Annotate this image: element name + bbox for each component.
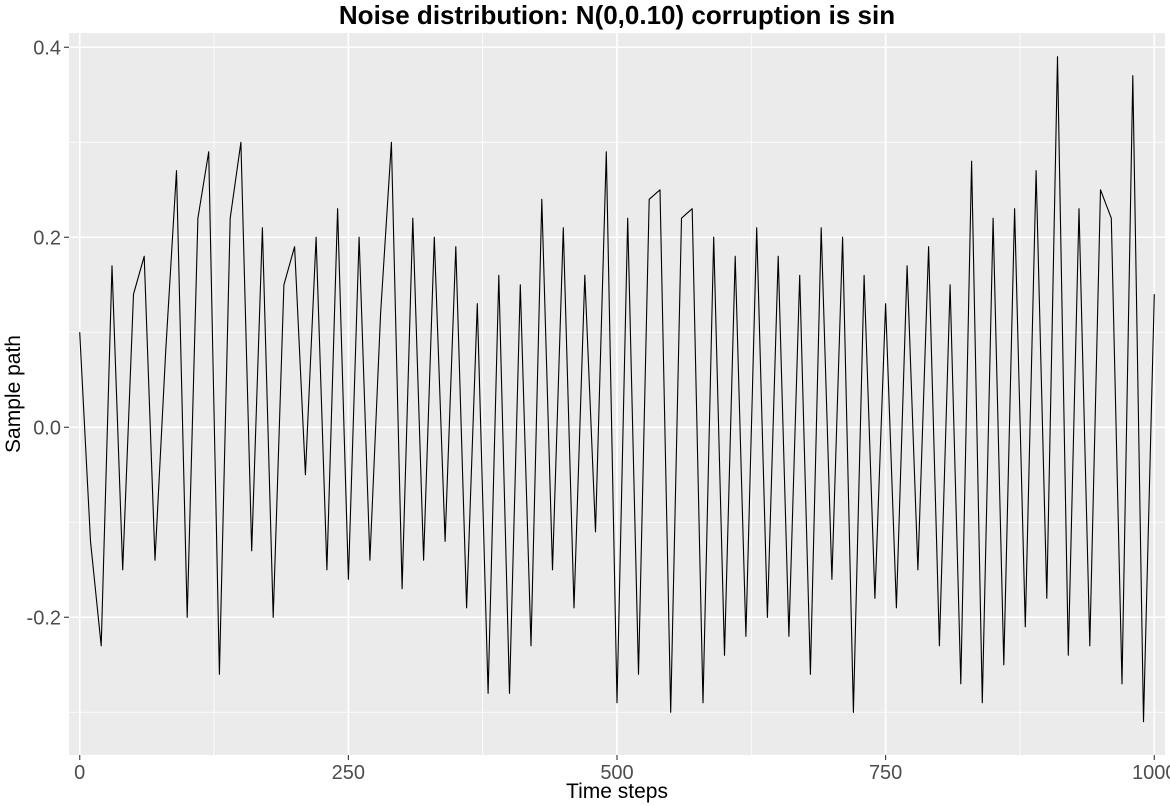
x-tick-label: 250	[332, 762, 365, 784]
major-gridlines	[69, 33, 1165, 755]
y-tick-label: 0.0	[33, 417, 61, 439]
chart-title: Noise distribution: N(0,0.10) corruption…	[339, 0, 895, 30]
x-axis-title: Time steps	[566, 780, 668, 803]
x-tick-label: 750	[869, 762, 902, 784]
x-tick-label: 1000	[1132, 762, 1170, 784]
x-tick-label: 500	[600, 762, 633, 784]
sample-path-line	[79, 56, 1155, 723]
y-axis-ticks: -0.2 0.0 0.2 0.4	[27, 37, 69, 629]
x-tick-label: 0	[74, 762, 85, 784]
y-axis-title: Sample path	[2, 335, 25, 453]
y-tick-label: 0.4	[33, 37, 61, 59]
y-tick-label: -0.2	[27, 607, 61, 629]
x-axis-ticks: 0 250 500 750 1000	[74, 755, 1170, 784]
y-tick-label: 0.2	[33, 227, 61, 249]
